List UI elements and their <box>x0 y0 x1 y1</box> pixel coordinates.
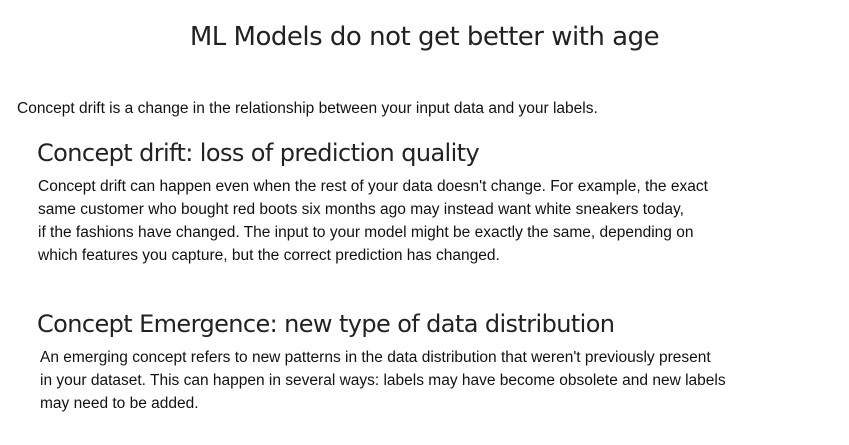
section-body-concept-drift: Concept drift can happen even when the r… <box>38 175 818 267</box>
body-line: which features you capture, but the corr… <box>38 247 500 264</box>
section-heading-concept-emergence: Concept Emergence: new type of data dist… <box>37 310 615 338</box>
body-line: An emerging concept refers to new patter… <box>40 349 711 366</box>
body-line: may need to be added. <box>40 395 199 412</box>
body-line: Concept drift can happen even when the r… <box>38 178 708 195</box>
body-line: if the fashions have changed. The input … <box>38 224 694 241</box>
page-title: ML Models do not get better with age <box>189 22 660 52</box>
section-body-concept-emergence: An emerging concept refers to new patter… <box>40 346 830 415</box>
intro-text: Concept drift is a change in the relatio… <box>17 100 598 117</box>
body-line: same customer who bought red boots six m… <box>38 201 684 218</box>
body-line: in your dataset. This can happen in seve… <box>40 372 726 389</box>
section-heading-concept-drift: Concept drift: loss of prediction qualit… <box>37 139 480 167</box>
